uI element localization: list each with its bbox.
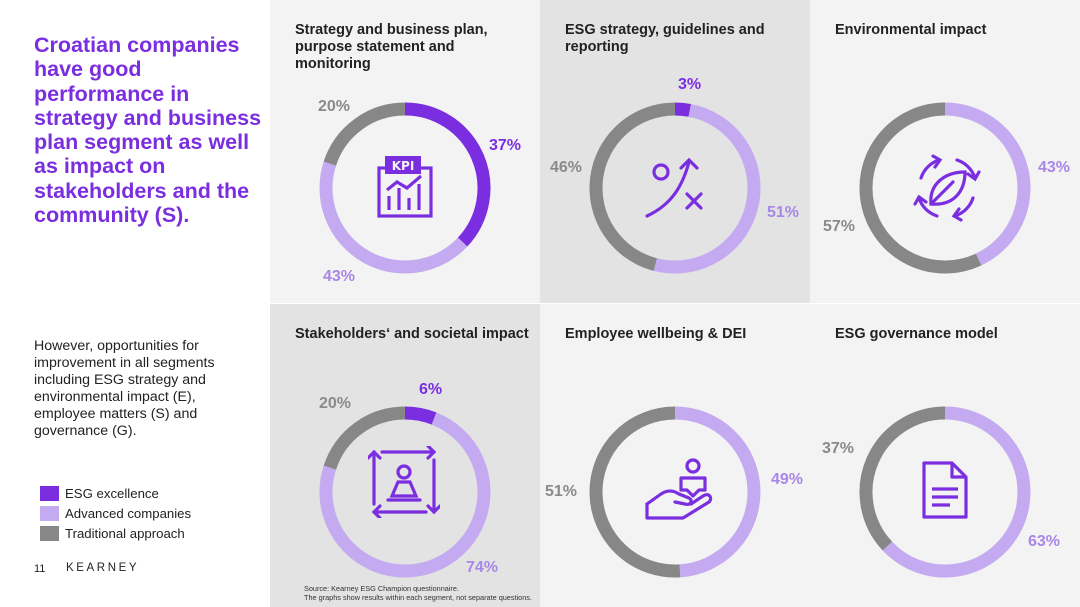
legend-swatch-excellence xyxy=(40,485,59,501)
donut-chart xyxy=(859,102,1031,274)
donut-segment-advanced xyxy=(319,412,491,578)
legend-swatch-traditional xyxy=(40,525,59,541)
chart-panel-employee: Employee wellbeing & DEI 49% 51% xyxy=(540,304,810,607)
chart-panel-governance: ESG governance model 63% 37% xyxy=(810,304,1080,607)
donut-segment-advanced xyxy=(319,161,468,274)
leaf-cycle-icon xyxy=(913,154,981,222)
pct-label-advanced: 51% xyxy=(767,204,800,221)
legend-swatch-advanced xyxy=(40,505,59,521)
chart-title: Employee wellbeing & DEI xyxy=(565,326,747,342)
donut-segment-excellence xyxy=(404,102,491,247)
donut-chart xyxy=(859,406,1031,578)
donut-segment-advanced xyxy=(653,104,761,274)
donut-chart xyxy=(589,406,761,578)
donut-segment-advanced xyxy=(944,102,1031,266)
donut-segment-excellence xyxy=(404,406,437,425)
donut-segment-traditional xyxy=(323,406,406,470)
pct-label-advanced: 43% xyxy=(323,268,356,285)
pct-label-advanced: 43% xyxy=(1038,159,1071,176)
legend-label: Traditional approach xyxy=(65,525,185,541)
legend-label: ESG excellence xyxy=(65,485,159,501)
donut-segment-traditional xyxy=(859,406,946,551)
source-line: Source: Kearney ESG Champion questionnai… xyxy=(304,584,459,593)
donut-segment-excellence xyxy=(674,102,692,117)
chart-title: ESG strategy, guidelines and reporting xyxy=(565,22,765,55)
legend-item-excellence: ESG excellence xyxy=(40,483,191,503)
legend-label: Advanced companies xyxy=(65,505,192,521)
donut-chart xyxy=(589,102,761,274)
donut-segment-advanced xyxy=(674,406,761,578)
legend: ESG excellence Advanced companies Tradit… xyxy=(40,483,191,543)
stakeholder-arrows-icon xyxy=(368,446,440,518)
pct-label-excellence: 37% xyxy=(489,137,522,154)
chart-title: Strategy and business plan, purpose stat… xyxy=(295,22,488,72)
pct-label-advanced: 49% xyxy=(771,471,804,488)
chart-panel-stakeholders: Stakeholders‘ and societal impact 6% 74%… xyxy=(270,304,540,607)
chart-panel-esg-strategy: ESG strategy, guidelines and reporting 3… xyxy=(540,0,810,303)
donut-segment-traditional xyxy=(589,406,681,578)
source-note: Source: Kearney ESG Champion questionnai… xyxy=(304,584,532,602)
hand-person-icon xyxy=(645,458,713,520)
page-number: 11 xyxy=(34,563,46,575)
donut-segment-traditional xyxy=(323,102,406,166)
pct-label-traditional: 57% xyxy=(823,218,856,235)
donut-segment-traditional xyxy=(859,102,982,274)
chart-panel-strategy: Strategy and business plan, purpose stat… xyxy=(270,0,540,303)
donut-chart xyxy=(319,102,491,274)
donut-segment-traditional xyxy=(589,102,676,271)
pct-label-excellence: 3% xyxy=(678,76,702,93)
donut-segment-advanced xyxy=(882,406,1031,578)
brand-logo: KEARNEY xyxy=(66,562,140,574)
pct-label-traditional: 20% xyxy=(319,395,352,412)
headline: Croatian companies have good performance… xyxy=(34,33,262,228)
left-column: Croatian companies have good performance… xyxy=(0,0,270,607)
pct-label-excellence: 6% xyxy=(419,381,443,398)
legend-item-traditional: Traditional approach xyxy=(40,523,191,543)
source-line: The graphs show results within each segm… xyxy=(304,592,532,602)
chart-panel-environmental: Environmental impact 43% 57% xyxy=(810,0,1080,303)
pct-label-advanced: 74% xyxy=(466,559,499,576)
strategy-play-icon xyxy=(645,157,703,218)
document-icon xyxy=(922,461,968,519)
pct-label-traditional: 20% xyxy=(318,98,351,115)
body-text: However, opportunities for improvement i… xyxy=(34,338,215,439)
chart-title: Environmental impact xyxy=(835,22,987,38)
chart-title: ESG governance model xyxy=(835,326,998,342)
kpi-dashboard-icon: KPI xyxy=(377,156,433,218)
pct-label-traditional: 51% xyxy=(545,483,578,500)
svg-text:KPI: KPI xyxy=(392,159,415,173)
pct-label-advanced: 63% xyxy=(1028,533,1061,550)
pct-label-traditional: 46% xyxy=(550,159,583,176)
chart-title: Stakeholders‘ and societal impact xyxy=(295,326,529,342)
legend-item-advanced: Advanced companies xyxy=(40,503,191,523)
pct-label-traditional: 37% xyxy=(822,440,855,457)
donut-chart xyxy=(319,406,491,578)
